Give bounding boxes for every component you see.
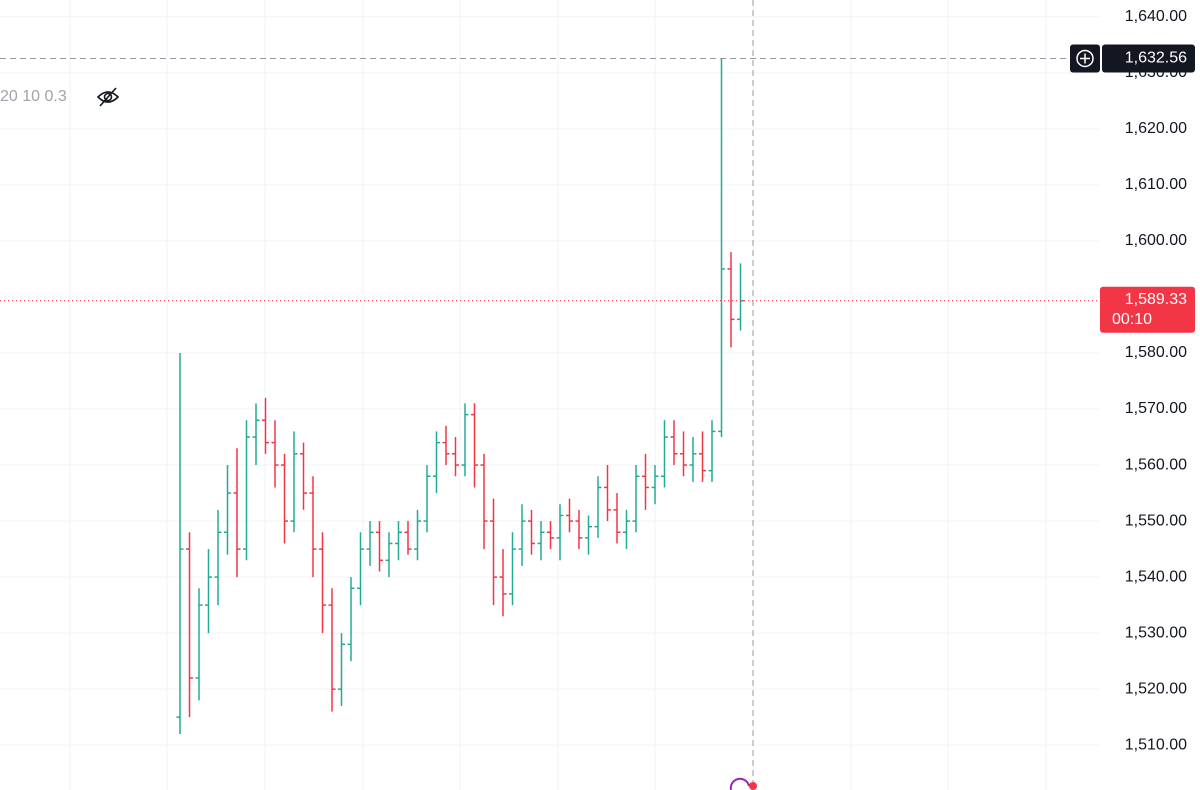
- y-tick-label: 1,550.00: [1125, 512, 1187, 529]
- event-marker[interactable]: [749, 782, 757, 790]
- countdown-label: 00:10: [1112, 311, 1152, 328]
- y-tick-label: 1,510.00: [1125, 736, 1187, 753]
- y-tick-label: 1,520.00: [1125, 680, 1187, 697]
- crosshair-plus-sign: [1080, 53, 1090, 64]
- last-price-label: 1,589.33: [1125, 291, 1187, 308]
- crosshair-plus-icon: [1076, 49, 1094, 68]
- y-tick-label: 1,580.00: [1125, 344, 1187, 361]
- y-tick-label: 1,570.00: [1125, 400, 1187, 417]
- y-tick-label: 1,560.00: [1125, 456, 1187, 473]
- y-tick-label: 1,640.00: [1125, 8, 1187, 25]
- y-tick-label: 1,620.00: [1125, 120, 1187, 137]
- y-tick-label: 1,540.00: [1125, 568, 1187, 585]
- vertical-grid: [69, 0, 1047, 790]
- horizontal-grid: [0, 16, 1100, 746]
- crosshair-price-tag: [1102, 44, 1195, 73]
- event-marker-arc: [729, 777, 750, 790]
- indicator-values: 20 10 0.3: [0, 88, 67, 105]
- y-tick-label: 1,530.00: [1125, 624, 1187, 641]
- crosshair-price-label: 1,632.56: [1125, 50, 1187, 67]
- y-tick-label: 1,600.00: [1125, 232, 1187, 249]
- y-tick-label: 1,610.00: [1125, 176, 1187, 193]
- last-price-tag: [1100, 286, 1195, 333]
- hide-icon[interactable]: [96, 87, 120, 107]
- overlay: 1,510.00 1,520.00 1,530.00 1,540.00 1,550.00…: [0, 8, 1195, 753]
- bars: [176, 58, 744, 734]
